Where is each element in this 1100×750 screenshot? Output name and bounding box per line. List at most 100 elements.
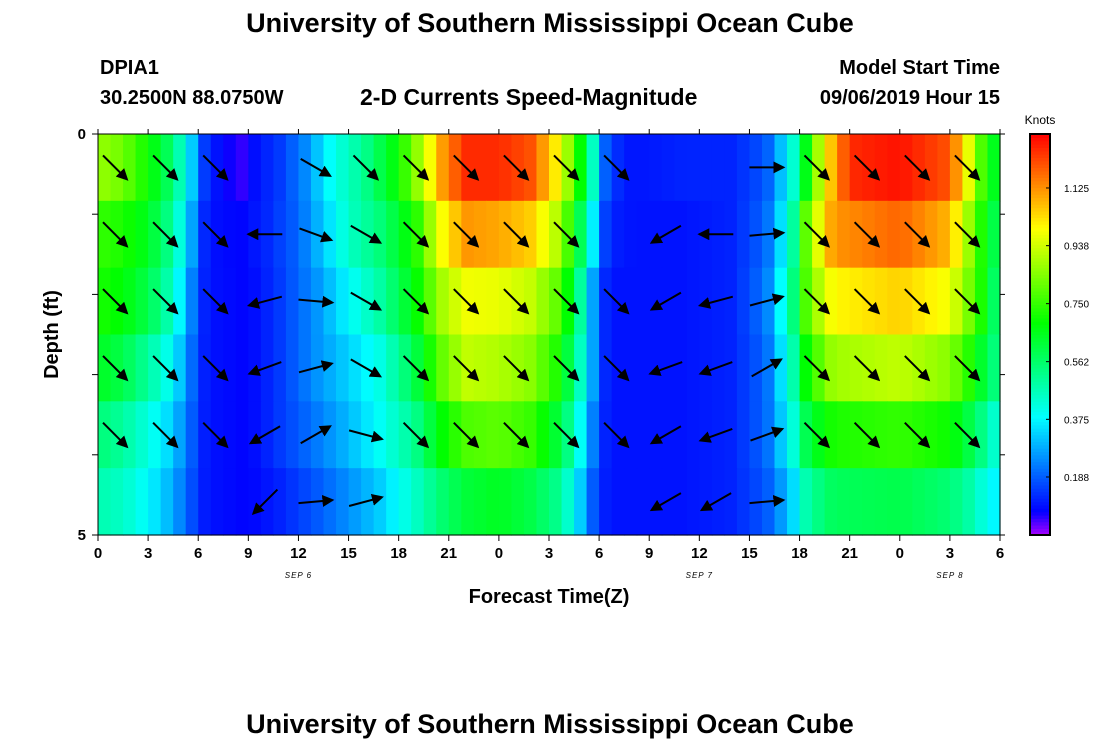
colorbar-segment: [1030, 468, 1050, 473]
colorbar-segment: [1030, 521, 1050, 526]
colorbar-segment: [1030, 327, 1050, 332]
colorbar-segment: [1030, 301, 1050, 306]
heatmap-cell: [574, 468, 588, 536]
colorbar-segment: [1030, 180, 1050, 185]
colorbar-segment: [1030, 140, 1050, 145]
heatmap-cell: [674, 134, 688, 202]
heatmap-cell: [624, 401, 638, 469]
heatmap-cell: [110, 134, 124, 202]
colorbar-segment: [1030, 421, 1050, 426]
chart-title: University of Southern Mississippi Ocean…: [246, 8, 854, 38]
heatmap-cell: [599, 334, 613, 402]
heatmap-cell: [348, 267, 362, 336]
heatmap-cells: [98, 134, 1001, 536]
heatmap-cell: [423, 200, 437, 269]
heatmap-cell: [549, 267, 563, 336]
heatmap-cell: [611, 334, 625, 402]
heatmap-cell: [336, 134, 350, 202]
colorbar-segment: [1030, 284, 1050, 289]
heatmap-cell: [285, 334, 300, 402]
colorbar-segment: [1030, 471, 1050, 476]
heatmap-cell: [348, 334, 362, 402]
heatmap-cell: [674, 267, 688, 336]
heatmap-cell: [674, 468, 688, 536]
heatmap-cell: [899, 200, 913, 269]
footer-title: University of Southern Mississippi Ocean…: [246, 709, 854, 739]
heatmap-cell: [774, 468, 788, 536]
colorbar-segment: [1030, 404, 1050, 409]
heatmap-cell: [411, 134, 425, 202]
colorbar-segment: [1030, 134, 1050, 138]
heatmap-cell: [636, 200, 650, 269]
current-vector-arrow: [603, 288, 630, 315]
heatmap-cell: [549, 134, 563, 202]
heatmap-cell: [711, 468, 725, 536]
heatmap-cell: [210, 134, 224, 202]
colorbar-segment: [1030, 441, 1050, 446]
heatmap-cell: [699, 134, 713, 202]
colorbar-segment: [1030, 344, 1050, 349]
heatmap-cell: [574, 200, 588, 269]
heatmap-cell: [661, 267, 675, 336]
x-tick-label: 6: [194, 545, 202, 562]
heatmap-cell: [110, 468, 124, 536]
current-vector-arrow: [698, 361, 733, 376]
heatmap-cell: [937, 334, 951, 402]
heatmap-cell: [624, 134, 638, 202]
day-label: SEP 7: [686, 571, 713, 580]
current-vector-arrow: [102, 288, 129, 315]
heatmap-cell: [724, 267, 738, 336]
heatmap-cell: [398, 134, 412, 202]
heatmap-cell: [674, 401, 688, 469]
heatmap-cell: [774, 200, 788, 269]
heatmap-cell: [837, 401, 851, 469]
colorbar-segment: [1030, 351, 1050, 356]
x-tick-label: 18: [791, 545, 808, 562]
heatmap-cell: [824, 401, 838, 469]
station-id: DPIA1: [100, 57, 159, 79]
current-vector-arrow: [904, 355, 931, 382]
heatmap-cell: [561, 267, 575, 336]
heatmap-cell: [736, 401, 751, 469]
station-coordinates: 30.2500N 88.0750W: [100, 87, 284, 109]
heatmap-cell: [987, 200, 1001, 269]
heatmap-cell: [185, 334, 199, 402]
heatmap-cell: [837, 267, 851, 336]
heatmap-cell: [549, 401, 563, 469]
heatmap-cell: [586, 200, 600, 269]
heatmap-cell: [411, 401, 425, 469]
heatmap-cell: [373, 401, 387, 469]
heatmap-cell: [824, 267, 838, 336]
heatmap-cell: [298, 334, 312, 402]
heatmap-cell: [899, 334, 913, 402]
heatmap-cell: [348, 468, 362, 536]
colorbar-segment: [1030, 144, 1050, 148]
heatmap-cell: [962, 401, 976, 469]
colorbar-segment: [1030, 200, 1050, 205]
heatmap-cell: [899, 134, 913, 202]
colorbar-segment: [1030, 177, 1050, 182]
current-vector-arrow: [300, 425, 332, 445]
heatmap-cell: [787, 200, 801, 269]
colorbar-segment: [1030, 304, 1050, 309]
current-vector-arrow: [300, 158, 332, 177]
heatmap-cell: [899, 267, 913, 336]
heatmap-cell: [599, 267, 613, 336]
colorbar-segment: [1030, 488, 1050, 493]
model-start-value: 09/06/2019 Hour 15: [819, 87, 1000, 109]
heatmap-cell: [774, 334, 788, 402]
colorbar-segment: [1030, 194, 1050, 199]
heatmap-cell: [899, 468, 913, 536]
colorbar-segment: [1030, 297, 1050, 302]
colorbar-segment: [1030, 157, 1050, 162]
heatmap-cell: [160, 134, 174, 202]
heatmap-cell: [549, 334, 563, 402]
heatmap-cell: [874, 267, 888, 336]
heatmap-cell: [235, 200, 249, 269]
heatmap-cell: [223, 267, 237, 336]
heatmap-cell: [787, 134, 801, 202]
x-tick-label: 21: [841, 545, 858, 562]
heatmap-cell: [912, 334, 926, 402]
heatmap-cell: [336, 200, 350, 269]
heatmap-cell: [198, 401, 212, 469]
